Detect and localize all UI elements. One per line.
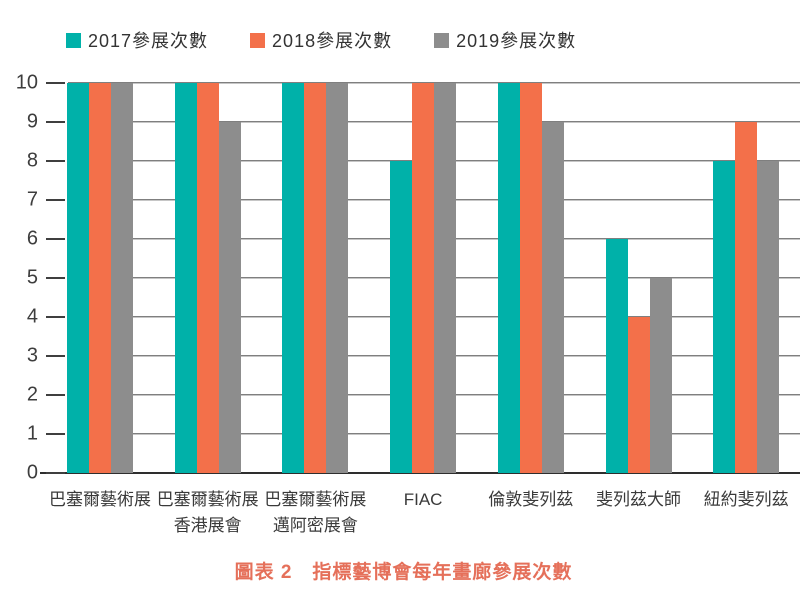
legend-item-2019參展次數: 2019參展次數 (434, 27, 576, 53)
bar-2017參展次數-FIAC (390, 161, 413, 473)
y-tick-label-6: 6 (26, 227, 38, 250)
bar-group-斐列茲大師 (605, 83, 672, 473)
legend-swatch-icon (66, 32, 81, 48)
bar-2019參展次數-紐約斐列茲 (757, 161, 780, 473)
x-label-巴塞爾藝術展香港展會: 巴塞爾藝術展 香港展會 (156, 490, 259, 535)
y-axis-tick-4 (46, 316, 65, 318)
y-tick-label-1: 1 (26, 422, 38, 445)
bar-group-倫敦斐列茲 (497, 83, 564, 473)
y-tick-label-2: 2 (26, 383, 38, 406)
legend-item-2017參展次數: 2017參展次數 (66, 27, 208, 53)
y-tick-label-10: 10 (15, 71, 38, 94)
bar-2017參展次數-巴塞爾藝術展 (67, 83, 89, 473)
bar-2019參展次數-倫敦斐列茲 (541, 122, 564, 473)
y-axis-tick-10 (46, 82, 65, 84)
bar-group-FIAC (390, 83, 457, 473)
bar-2018參展次數-倫敦斐列茲 (519, 83, 542, 473)
bar-2018參展次數-FIAC (412, 83, 435, 473)
y-tick-label-3: 3 (26, 344, 38, 367)
chart-title: 圖表 2 指標藝博會每年畫廊參展次數 (234, 562, 573, 583)
y-axis-tick-6 (46, 238, 65, 240)
bar-group-巴塞爾藝術展邁阿密展會 (282, 83, 349, 473)
y-axis-tick-5 (46, 277, 65, 279)
bar-2018參展次數-巴塞爾藝術展邁阿密展會 (304, 83, 327, 473)
bar-2019參展次數-巴塞爾藝術展香港展會 (218, 122, 241, 473)
legend: 2017參展次數 2018參展次數 2019參展次數 (66, 27, 576, 53)
x-label-FIAC: FIAC (403, 490, 443, 509)
bar-group-紐約斐列茲 (713, 83, 780, 473)
bar-2019參展次數-FIAC (434, 83, 457, 473)
y-axis-tick-1 (46, 433, 65, 435)
legend-swatch-icon (434, 32, 450, 48)
bar-2017參展次數-倫敦斐列茲 (497, 83, 520, 473)
legend-swatch-icon (250, 32, 266, 48)
plot-area: 0 1 2 3 4 5 6 7 8 9 10 (16, 72, 800, 484)
y-axis-tick-0 (46, 472, 65, 474)
x-label-巴塞爾藝術展: 巴塞爾藝術展 (49, 490, 151, 509)
bar-2019參展次數-巴塞爾藝術展邁阿密展會 (326, 83, 349, 473)
x-label-斐列茲大師: 斐列茲大師 (596, 490, 681, 509)
y-tick-label-8: 8 (26, 149, 38, 172)
bar-2019參展次數-巴塞爾藝術展 (111, 83, 133, 473)
legend-label: 2018參展次數 (272, 31, 393, 51)
bar-group-巴塞爾藝術展 (67, 83, 133, 473)
bar-2017參展次數-巴塞爾藝術展邁阿密展會 (282, 83, 305, 473)
bar-2017參展次數-巴塞爾藝術展香港展會 (174, 83, 197, 473)
y-axis-tick-9 (46, 121, 65, 123)
y-axis-tick-8 (46, 160, 65, 162)
bar-2018參展次數-巴塞爾藝術展香港展會 (196, 83, 219, 473)
legend-label: 2017參展次數 (88, 31, 209, 51)
bar-2017參展次數-斐列茲大師 (605, 239, 628, 473)
x-label-巴塞爾藝術展邁阿密展會: 巴塞爾藝術展 邁阿密展會 (264, 490, 367, 535)
y-tick-label-9: 9 (26, 110, 38, 133)
y-axis-tick-3 (46, 355, 65, 357)
y-axis-tick-2 (46, 394, 65, 396)
legend-item-2018參展次數: 2018參展次數 (250, 27, 392, 53)
legend-label: 2019參展次數 (456, 31, 577, 51)
y-tick-label-7: 7 (26, 188, 38, 211)
y-tick-label-5: 5 (26, 266, 38, 289)
bar-2017參展次數-紐約斐列茲 (713, 161, 736, 473)
y-tick-label-4: 4 (26, 305, 38, 328)
y-tick-label-0: 0 (26, 461, 38, 484)
bar-group-巴塞爾藝術展香港展會 (174, 83, 241, 473)
bar-2018參展次數-斐列茲大師 (627, 317, 650, 473)
bar-2019參展次數-斐列茲大師 (649, 278, 672, 473)
x-label-紐約斐列茲: 紐約斐列茲 (703, 490, 789, 509)
bar-2018參展次數-巴塞爾藝術展 (89, 83, 111, 473)
x-label-倫敦斐列茲: 倫敦斐列茲 (488, 490, 574, 509)
y-axis-tick-7 (46, 199, 65, 201)
bar-2018參展次數-紐約斐列茲 (735, 122, 758, 473)
